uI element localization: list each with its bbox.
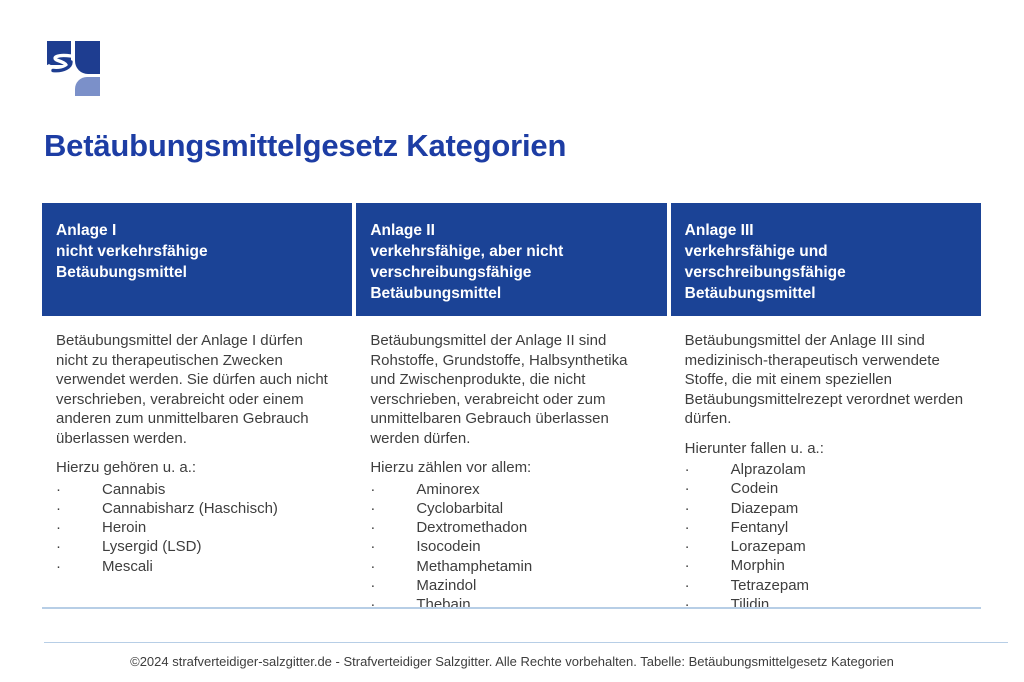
list-item-label: Codein [730, 480, 779, 498]
list-item-label: Lorazepam [730, 538, 806, 556]
body-cell-anlage-1: Betäubungsmittel der Anlage I dürfen nic… [42, 316, 352, 615]
bullet-icon: · [684, 557, 690, 575]
bullet-icon: · [370, 596, 376, 614]
list-item-label: Aminorex [416, 480, 480, 498]
list-item-label: Morphin [730, 557, 785, 575]
list-item: · Cannabisharz (Haschisch) [56, 499, 338, 518]
list-item: · Alprazolam [685, 460, 967, 479]
logo-block-dark-top-right [75, 41, 100, 74]
header-subtitle: verkehrsfähige und verschreibungsfähige … [684, 243, 846, 302]
list-item: · Isocodein [370, 537, 652, 556]
header-title: Anlage III [684, 222, 754, 239]
table-header-row: Anlage I nicht verkehrsfähige Betäubungs… [42, 203, 981, 316]
list-item-label: Fentanyl [730, 518, 789, 536]
header-cell-anlage-2: Anlage II verkehrsfähige, aber nicht ver… [356, 203, 667, 316]
bullet-icon: · [684, 499, 690, 517]
body-cell-anlage-3: Betäubungsmittel der Anlage III sind med… [671, 316, 981, 615]
substance-list: · Aminorex · Cyclobarbital · Dextromethadon… [370, 480, 652, 615]
list-item-label: Dextromethadon [416, 519, 528, 537]
bullet-icon: · [56, 480, 61, 498]
footer-copyright: ©2024 strafverteidiger-salzgitter.de - S… [130, 654, 894, 669]
column-description: Betäubungsmittel der Anlage I dürfen nic… [56, 332, 328, 447]
footer-divider [44, 642, 1008, 643]
bullet-icon: · [370, 538, 376, 556]
list-item-label: Heroin [102, 519, 147, 537]
list-item: · Tilidin [685, 595, 967, 614]
bullet-icon: · [370, 499, 376, 517]
bullet-icon: · [56, 557, 61, 575]
bullet-icon: · [684, 480, 690, 498]
list-item: · Cannabis [56, 480, 338, 499]
list-item: · Diazepam [685, 499, 967, 518]
list-item: · Tetrazepam [685, 576, 967, 595]
list-item-label: Cannabis [102, 480, 166, 498]
bullet-icon: · [684, 461, 690, 478]
body-cell-anlage-2: Betäubungsmittel der Anlage II sind Rohs… [356, 316, 666, 615]
list-item-label: Isocodein [416, 538, 481, 556]
list-item: · Aminorex [370, 480, 652, 499]
bullet-icon: · [684, 538, 690, 556]
sh-logo-icon [46, 40, 104, 98]
column-description: Betäubungsmittel der Anlage III sind med… [684, 332, 964, 427]
logo-s-curve [47, 53, 73, 73]
header-title: Anlage II [370, 222, 435, 239]
list-item-label: Tilidin [730, 596, 770, 614]
list-item-label: Diazepam [730, 499, 799, 517]
list-item-label: Tetrazepam [730, 576, 810, 594]
bullet-icon: · [56, 499, 61, 517]
list-item: · Codein [685, 479, 967, 498]
list-intro: Hierzu zählen vor allem: [370, 459, 532, 476]
list-item-label: Lysergid (LSD) [102, 538, 202, 556]
list-item: · Methamphetamin [370, 557, 652, 576]
list-item: · Lorazepam [685, 537, 967, 556]
bullet-icon: · [370, 557, 376, 575]
list-intro: Hierzu gehören u. a.: [56, 459, 197, 476]
header-cell-anlage-1: Anlage I nicht verkehrsfähige Betäubungs… [42, 203, 353, 316]
bullet-icon: · [370, 480, 376, 498]
bullet-icon: · [56, 519, 61, 537]
list-item: · Heroin [56, 518, 338, 537]
list-item-label: Cannabisharz (Haschisch) [102, 499, 278, 517]
list-item: · Fentanyl [685, 518, 967, 537]
list-item-label: Mescali [102, 557, 153, 575]
bullet-icon: · [684, 518, 690, 536]
table-bottom-divider [42, 607, 981, 609]
bullet-icon: · [684, 576, 690, 594]
list-item: · Cyclobarbital [370, 499, 652, 518]
substance-list: · Cannabis · Cannabisharz (Haschisch) · Her… [56, 480, 338, 576]
header-subtitle: verkehrsfähige, aber nicht verschreibung… [370, 243, 564, 302]
list-item-label: Mazindol [416, 576, 477, 594]
bullet-icon: · [370, 519, 376, 537]
bullet-icon: · [56, 538, 61, 556]
list-item: · Mescali [56, 557, 338, 576]
bullet-icon: · [684, 596, 690, 614]
list-intro: Hierunter fallen u. a.: [684, 439, 824, 457]
list-item-label: Cyclobarbital [416, 499, 504, 517]
category-table: Anlage I nicht verkehrsfähige Betäubungs… [42, 203, 981, 615]
page-title: Betäubungsmittelgesetz Kategorien [44, 128, 567, 163]
substance-list: · Alprazolam · Codein · Diazepam · Fentanyl … [685, 460, 967, 614]
table-body-row: Betäubungsmittel der Anlage I dürfen nic… [42, 316, 981, 615]
logo-block-light-bottom-right [75, 77, 100, 96]
header-cell-anlage-3: Anlage III verkehrsfähige und verschreib… [670, 203, 981, 316]
list-item-label: Methamphetamin [416, 557, 533, 575]
list-item-label: Alprazolam [730, 461, 806, 478]
list-item: · Lysergid (LSD) [56, 537, 338, 556]
list-item-label: Thebain [416, 596, 471, 614]
list-item: · Mazindol [370, 576, 652, 595]
header-subtitle: nicht verkehrsfähige Betäubungsmittel [56, 243, 208, 281]
bullet-icon: · [370, 576, 376, 594]
list-item: · Dextromethadon [370, 518, 652, 537]
list-item: · Thebain [370, 595, 652, 614]
column-description: Betäubungsmittel der Anlage II sind Rohs… [370, 332, 628, 447]
header-title: Anlage I [56, 222, 117, 239]
list-item: · Morphin [685, 556, 967, 575]
